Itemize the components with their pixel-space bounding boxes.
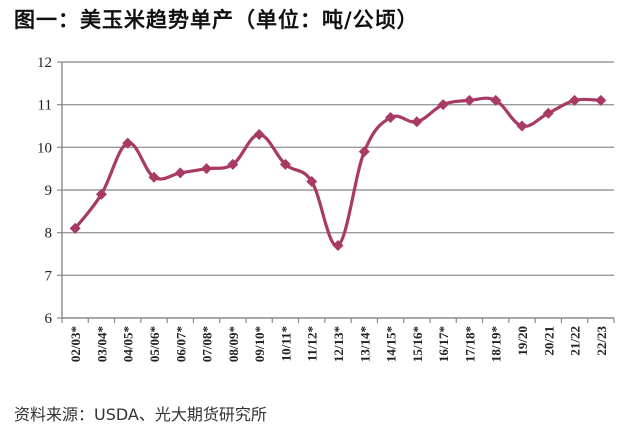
diamond-marker-icon xyxy=(201,163,213,175)
x-tick-label: 13/14* xyxy=(357,326,372,362)
x-tick-label: 09/10* xyxy=(252,326,267,362)
x-tick-label: 16/17* xyxy=(436,326,451,362)
y-tick-label: 10 xyxy=(37,140,52,156)
diamond-marker-icon xyxy=(69,222,81,234)
diamond-marker-icon xyxy=(358,146,370,158)
diamond-marker-icon xyxy=(148,171,160,183)
y-tick-label: 12 xyxy=(37,55,52,71)
gridlines xyxy=(62,61,614,277)
x-tick-label: 02/03* xyxy=(68,326,83,362)
diamond-marker-icon xyxy=(569,94,581,106)
diamond-marker-icon xyxy=(306,175,318,187)
diamond-marker-icon xyxy=(122,137,134,149)
diamond-marker-icon xyxy=(463,94,475,106)
diamond-marker-icon xyxy=(95,188,107,200)
x-tick-label: 14/15* xyxy=(384,326,399,362)
x-tick-label: 22/23 xyxy=(594,326,609,356)
diamond-marker-icon xyxy=(490,94,502,106)
x-tick-label: 10/11* xyxy=(278,326,293,361)
x-tick-label: 17/18* xyxy=(462,326,477,362)
diamond-marker-icon xyxy=(385,111,397,123)
diamond-marker-icon xyxy=(279,158,291,170)
x-tick-label: 12/13* xyxy=(331,326,346,362)
x-tick-label: 15/16* xyxy=(410,326,425,362)
x-tick-label: 03/04* xyxy=(94,326,109,362)
x-tick-label: 18/19* xyxy=(489,326,504,362)
y-tick-label: 6 xyxy=(45,311,53,327)
y-axis: 6 7 8 9 10 11 12 xyxy=(37,55,63,327)
diamond-marker-icon xyxy=(332,239,344,251)
chart-title: 图一：美玉米趋势单产（单位：吨/公顷） xyxy=(14,7,419,32)
x-tick-label: 19/20 xyxy=(515,326,530,356)
diamond-marker-icon xyxy=(227,158,239,170)
y-tick-label: 8 xyxy=(45,226,53,242)
diamond-marker-icon xyxy=(595,94,607,106)
y-tick-label: 9 xyxy=(45,183,53,199)
diamond-marker-icon xyxy=(253,129,265,141)
series-line xyxy=(69,94,607,251)
diamond-marker-icon xyxy=(437,99,449,111)
x-tick-label: 06/07* xyxy=(173,326,188,362)
y-tick-label: 7 xyxy=(45,268,53,284)
diamond-marker-icon xyxy=(542,107,554,119)
x-axis: 02/03* 03/04* 04/05* 05/06* 06/07* 07/08* 08/0… xyxy=(61,317,615,362)
x-tick-label: 21/22 xyxy=(568,326,583,356)
x-tick-label: 11/12* xyxy=(305,326,320,361)
x-tick-label: 05/06* xyxy=(147,326,162,362)
y-tick-label: 11 xyxy=(38,98,52,114)
diamond-marker-icon xyxy=(174,167,186,179)
source-note: 资料来源：USDA、光大期货研究所 xyxy=(14,405,267,424)
x-tick-label: 04/05* xyxy=(121,326,136,362)
diamond-marker-icon xyxy=(516,120,528,132)
x-tick-label: 20/21 xyxy=(541,326,556,356)
x-tick-label: 08/09* xyxy=(226,326,241,362)
x-tick-label: 07/08* xyxy=(200,326,215,362)
diamond-marker-icon xyxy=(411,116,423,128)
